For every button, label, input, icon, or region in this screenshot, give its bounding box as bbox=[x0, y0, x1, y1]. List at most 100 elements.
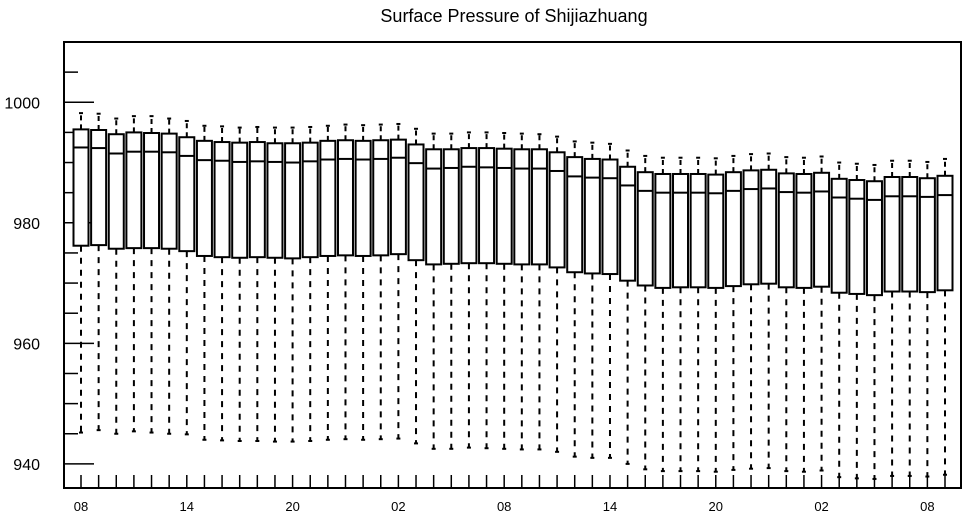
box-13 bbox=[301, 125, 319, 442]
box-iqr bbox=[830, 177, 848, 294]
box-21 bbox=[442, 132, 460, 450]
box-iqr bbox=[760, 168, 778, 285]
box-iqr bbox=[460, 147, 478, 265]
plot-frame bbox=[63, 41, 962, 489]
box-19 bbox=[407, 127, 425, 445]
box-iqr bbox=[724, 171, 742, 288]
box-17 bbox=[372, 123, 390, 441]
box-28 bbox=[566, 140, 584, 458]
box-1 bbox=[90, 112, 108, 432]
box-47 bbox=[901, 159, 919, 477]
box-45 bbox=[865, 163, 883, 480]
box-43 bbox=[830, 161, 848, 479]
y-tick-label: 940 bbox=[13, 457, 40, 474]
box-14 bbox=[319, 124, 337, 441]
box-40 bbox=[777, 156, 795, 473]
box-41 bbox=[795, 156, 813, 473]
x-tick-label: 08 bbox=[497, 499, 511, 514]
box-iqr bbox=[566, 156, 584, 274]
y-tick-label: 980 bbox=[13, 216, 40, 233]
x-tick-label: 20 bbox=[709, 499, 723, 514]
box-3 bbox=[125, 115, 143, 433]
box-20 bbox=[425, 132, 443, 450]
box-iqr bbox=[266, 142, 284, 259]
box-iqr bbox=[90, 128, 108, 247]
box-8 bbox=[213, 125, 231, 442]
chart-title: Surface Pressure of Shijiazhuang bbox=[380, 6, 647, 26]
box-iqr bbox=[936, 174, 954, 292]
box-2 bbox=[107, 117, 125, 435]
box-iqr bbox=[777, 172, 795, 289]
box-10 bbox=[248, 125, 266, 442]
box-iqr bbox=[883, 176, 901, 293]
box-iqr bbox=[742, 169, 760, 286]
box-iqr bbox=[530, 148, 548, 266]
box-iqr bbox=[848, 179, 866, 295]
box-iqr bbox=[213, 141, 231, 259]
box-iqr bbox=[865, 180, 883, 297]
box-18 bbox=[389, 122, 407, 440]
box-25 bbox=[513, 132, 531, 451]
box-iqr bbox=[407, 143, 425, 262]
box-iqr bbox=[178, 136, 196, 253]
box-iqr bbox=[284, 142, 302, 260]
x-axis: 08 14 20 02 08 14 20 02 08 bbox=[74, 475, 946, 514]
box-iqr bbox=[319, 139, 337, 257]
x-tick-label: 08 bbox=[74, 499, 88, 514]
box-39 bbox=[760, 152, 778, 470]
box-49 bbox=[936, 157, 954, 476]
box-23 bbox=[478, 131, 496, 450]
box-iqr bbox=[478, 147, 496, 265]
box-iqr bbox=[901, 176, 919, 293]
box-iqr bbox=[442, 148, 460, 265]
box-iqr bbox=[654, 172, 672, 289]
box-iqr bbox=[583, 157, 601, 275]
box-37 bbox=[724, 154, 742, 471]
box-29 bbox=[583, 141, 601, 459]
box-iqr bbox=[636, 171, 654, 287]
box-15 bbox=[336, 123, 354, 441]
box-7 bbox=[195, 124, 213, 441]
box-iqr bbox=[672, 172, 690, 289]
x-tick-label: 14 bbox=[180, 499, 194, 514]
box-iqr bbox=[689, 172, 707, 289]
box-12 bbox=[284, 126, 302, 443]
x-tick-label: 08 bbox=[920, 499, 934, 514]
box-iqr bbox=[601, 158, 619, 276]
box-iqr bbox=[619, 165, 637, 282]
box-iqr bbox=[107, 133, 125, 250]
box-46 bbox=[883, 159, 901, 477]
box-30 bbox=[601, 142, 619, 459]
x-tick-label: 02 bbox=[391, 499, 405, 514]
box-22 bbox=[460, 131, 478, 449]
box-36 bbox=[707, 157, 725, 473]
y-tick-label: 960 bbox=[13, 336, 40, 353]
box-iqr bbox=[248, 141, 266, 259]
x-tick-label: 02 bbox=[814, 499, 828, 514]
box-iqr bbox=[301, 141, 319, 259]
box-iqr bbox=[795, 172, 813, 289]
box-iqr bbox=[72, 128, 90, 247]
box-35 bbox=[689, 156, 707, 473]
box-iqr bbox=[495, 147, 513, 265]
box-series bbox=[72, 112, 954, 480]
x-tick-label: 14 bbox=[603, 499, 617, 514]
x-tick-label: 20 bbox=[285, 499, 299, 514]
box-iqr bbox=[513, 148, 531, 266]
box-48 bbox=[918, 160, 936, 478]
box-iqr bbox=[160, 132, 178, 250]
box-0 bbox=[72, 112, 90, 434]
box-iqr bbox=[372, 139, 390, 257]
box-38 bbox=[742, 153, 760, 470]
box-31 bbox=[619, 149, 637, 465]
box-5 bbox=[160, 117, 178, 435]
box-16 bbox=[354, 124, 372, 441]
box-34 bbox=[672, 156, 690, 473]
box-44 bbox=[848, 162, 866, 480]
box-33 bbox=[654, 156, 672, 473]
box-iqr bbox=[918, 177, 936, 294]
box-iqr bbox=[425, 148, 443, 266]
box-32 bbox=[636, 154, 654, 471]
box-27 bbox=[548, 135, 566, 453]
